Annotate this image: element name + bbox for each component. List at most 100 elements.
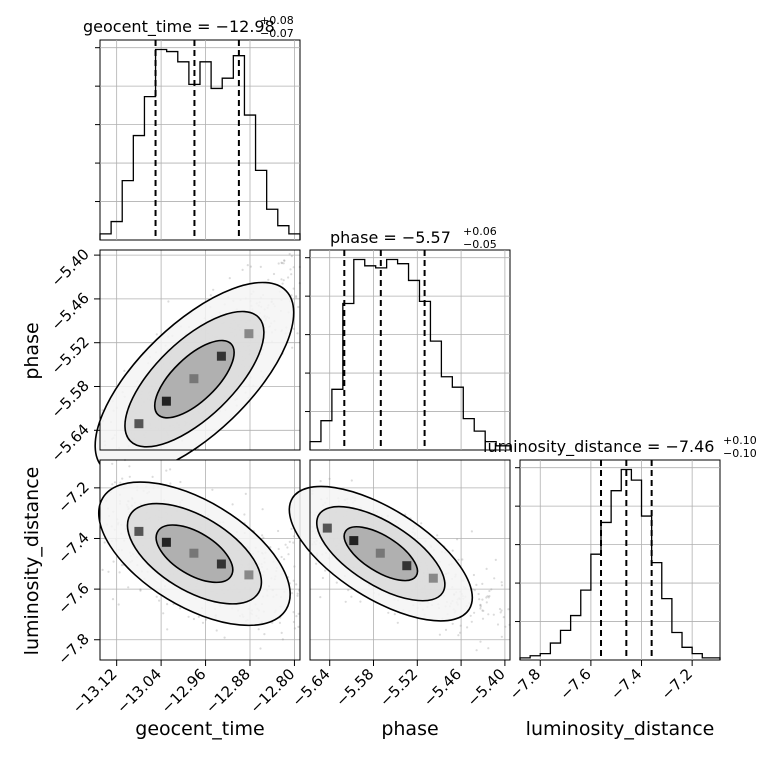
scatter-point xyxy=(259,265,262,268)
scatter-point xyxy=(469,614,472,617)
hist-panel-luminosity_distance xyxy=(515,459,721,661)
scatter-point xyxy=(120,564,124,567)
scatter-point xyxy=(485,601,488,604)
scatter-point xyxy=(267,278,270,281)
ytick-label-phase-2: −5.52 xyxy=(48,333,93,378)
scatter-point xyxy=(244,492,247,495)
title-luminosity-distance-minus: −0.10 xyxy=(723,447,757,460)
panel-geocent_time-luminosity_distance xyxy=(97,458,301,661)
scatter-point xyxy=(155,333,158,336)
scatter-point xyxy=(296,594,299,597)
ytick-label-luminosity_distance-2: −7.4 xyxy=(54,529,92,567)
ytick-label-phase-1: −5.58 xyxy=(48,377,93,422)
scatter-point xyxy=(481,609,484,612)
scatter-point xyxy=(500,635,503,638)
xtick-label-luminosity_distance-0: −7.8 xyxy=(506,665,544,703)
scatter-point xyxy=(438,633,441,636)
scatter-point xyxy=(280,631,283,635)
scatter-point xyxy=(290,273,293,276)
scatter-point xyxy=(212,288,215,291)
scatter-point xyxy=(473,589,476,592)
scatter-point xyxy=(290,255,293,258)
scatter-point xyxy=(287,553,290,556)
scatter-point xyxy=(292,266,295,269)
ytick-label-luminosity_distance-0: −7.8 xyxy=(54,630,92,668)
scatter-point xyxy=(500,584,504,587)
scatter-point xyxy=(472,573,475,577)
ytick-label-luminosity_distance-1: −7.6 xyxy=(54,579,92,617)
scatter-point xyxy=(249,265,252,268)
xtick-label-geocent_time-0: −13.12 xyxy=(69,665,121,717)
scatter-point xyxy=(192,617,195,621)
scatter-point xyxy=(486,595,489,598)
scatter-point xyxy=(500,609,503,612)
scatter-point xyxy=(179,607,182,610)
scatter-point xyxy=(295,615,298,618)
scatter-point xyxy=(502,616,505,619)
scatter-point xyxy=(359,600,362,603)
scatter-point xyxy=(479,603,482,607)
scatter-point xyxy=(296,332,299,335)
density-cell-phase-luminosity_distance-0 xyxy=(322,523,332,533)
xtick-label-geocent_time-1: −13.04 xyxy=(113,665,165,717)
scatter-point xyxy=(261,534,264,537)
xtick-label-luminosity_distance-1: −7.6 xyxy=(556,665,594,703)
scatter-point xyxy=(478,598,481,601)
scatter-point xyxy=(118,571,121,574)
scatter-point xyxy=(479,607,482,610)
hist-bars-luminosity_distance xyxy=(519,468,721,660)
scatter-point xyxy=(292,327,296,330)
hist-bars-geocent_time xyxy=(99,48,301,240)
scatter-point xyxy=(112,560,115,563)
scatter-point xyxy=(103,541,106,544)
scatter-point xyxy=(257,628,260,631)
scatter-point xyxy=(295,296,298,299)
scatter-point xyxy=(496,623,500,626)
title-phase-plus: +0.06 xyxy=(463,225,497,238)
hist-frame-phase xyxy=(309,249,511,451)
scatter-point xyxy=(282,262,285,265)
xtick-label-phase-2: −5.52 xyxy=(376,665,421,710)
scatter-point xyxy=(296,592,299,595)
scatter-point xyxy=(128,475,131,478)
scatter-point xyxy=(223,636,226,639)
scatter-point xyxy=(457,558,460,561)
scatter-point xyxy=(492,613,495,616)
xtick-label-phase-0: −5.64 xyxy=(288,665,333,710)
scatter-point xyxy=(278,621,281,625)
ytick-label-luminosity_distance-3: −7.2 xyxy=(54,478,92,516)
scatter-point xyxy=(165,469,168,472)
title-phase-minus: −0.05 xyxy=(463,238,497,251)
scatter-point xyxy=(507,608,510,611)
scatter-point xyxy=(499,611,502,614)
hist-bars-phase xyxy=(309,258,511,450)
panel-geocent_time-phase xyxy=(94,249,301,477)
scatter-point xyxy=(347,589,350,592)
ytick-label-phase-0: −5.64 xyxy=(48,420,93,465)
scatter-point xyxy=(269,546,272,549)
scatter-point xyxy=(292,541,295,544)
scatter-point xyxy=(101,409,104,412)
density-cell-geocent_time-phase-3 xyxy=(216,351,226,361)
scatter-point xyxy=(488,595,491,598)
title-geocent-time-plus: +0.08 xyxy=(260,14,294,27)
scatter-point xyxy=(128,465,131,468)
scatter-point xyxy=(121,477,124,480)
scatter-point xyxy=(292,620,295,624)
density-cell-geocent_time-phase-2 xyxy=(189,374,199,384)
scatter-point xyxy=(350,479,353,482)
scatter-point xyxy=(107,570,110,573)
scatter-point xyxy=(280,261,283,264)
scatter-point xyxy=(504,625,507,628)
scatter-point xyxy=(151,475,154,478)
scatter-point xyxy=(179,480,182,484)
scatter-point xyxy=(328,477,331,480)
scatter-point xyxy=(281,282,284,285)
scatter-point xyxy=(201,621,205,624)
scatter-point xyxy=(461,558,464,561)
scatter-point xyxy=(344,600,347,603)
scatter-point xyxy=(479,604,482,607)
scatter-point xyxy=(475,649,478,652)
scatter-point xyxy=(488,589,491,593)
scatter-point xyxy=(169,468,172,471)
